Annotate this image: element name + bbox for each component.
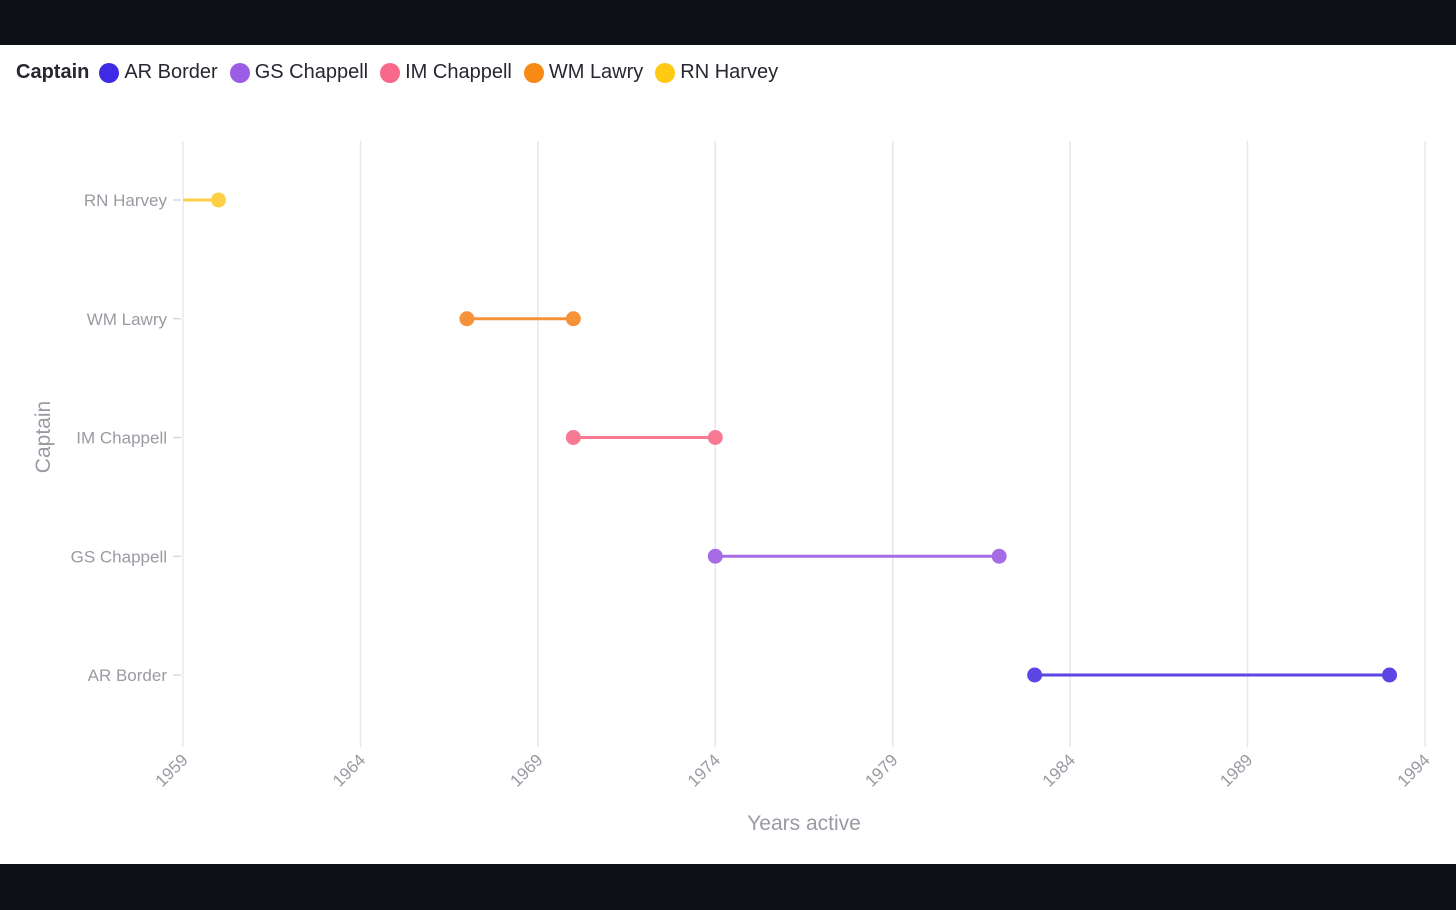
legend-item-im-chappell[interactable]: IM Chappell — [380, 61, 512, 84]
x-tick-label-1974: 1974 — [684, 750, 724, 790]
start-point-im-chappell[interactable] — [565, 430, 581, 445]
x-tick-label-1964: 1964 — [329, 750, 369, 790]
legend-title: Captain — [16, 61, 90, 83]
end-point-im-chappell[interactable] — [707, 430, 723, 445]
legend-item-rn-harvey[interactable]: RN Harvey — [655, 61, 778, 84]
y-tick-label-im-chappell: IM Chappell — [76, 429, 167, 448]
x-axis-title: Years active — [747, 812, 861, 835]
legend-label-gs-chappell: GS Chappell — [254, 61, 369, 83]
start-point-gs-chappell[interactable] — [707, 548, 723, 564]
legend-swatch-rn-harvey — [655, 62, 676, 83]
legend-item-wm-lawry[interactable]: WM Lawry — [523, 61, 644, 84]
y-axis: RN Harvey WM Lawry IM Chappell GS Chappell A… — [71, 191, 181, 685]
legend-label-rn-harvey: RN Harvey — [680, 61, 779, 83]
x-tick-label-1959: 1959 — [152, 750, 192, 790]
legend-label-wm-lawry: WM Lawry — [548, 61, 644, 83]
x-tick-label-1969: 1969 — [507, 750, 547, 790]
legend-swatch-gs-chappell — [229, 62, 250, 83]
x-tick-label-1994: 1994 — [1394, 750, 1434, 790]
legend-swatch-ar-border — [99, 62, 120, 83]
end-point-gs-chappell[interactable] — [991, 548, 1007, 564]
y-tick-label-rn-harvey: RN Harvey — [84, 191, 168, 210]
chart-frame: Captain AR Border GS Chappell IM Chappel… — [0, 45, 1456, 864]
start-point-wm-lawry[interactable] — [459, 311, 475, 327]
start-point-ar-border[interactable] — [1027, 667, 1043, 683]
x-tick-label-1979: 1979 — [861, 750, 901, 790]
legend-label-ar-border: AR Border — [124, 61, 218, 83]
marks-layer — [183, 192, 1398, 683]
y-tick-label-ar-border: AR Border — [88, 666, 168, 685]
end-point-ar-border[interactable] — [1382, 667, 1398, 683]
end-point-wm-lawry[interactable] — [565, 311, 581, 327]
legend-item-gs-chappell[interactable]: GS Chappell — [229, 61, 369, 84]
legend-swatch-im-chappell — [380, 62, 401, 83]
legend-label-im-chappell: IM Chappell — [405, 61, 512, 83]
legend: Captain AR Border GS Chappell IM Chappel… — [16, 61, 790, 84]
x-tick-label-1989: 1989 — [1216, 750, 1256, 790]
end-point-rn-harvey[interactable] — [210, 192, 226, 208]
legend-item-ar-border[interactable]: AR Border — [99, 61, 218, 84]
x-tick-label-1984: 1984 — [1039, 750, 1079, 790]
dumbbell-chart: RN Harvey WM Lawry IM Chappell GS Chappell A… — [32, 141, 1434, 835]
legend-swatch-wm-lawry — [523, 62, 544, 83]
y-tick-label-gs-chappell: GS Chappell — [71, 547, 167, 566]
y-axis-title: Captain — [32, 401, 55, 473]
y-tick-label-wm-lawry: WM Lawry — [87, 310, 168, 329]
x-axis: 1959 1964 1969 1974 1979 1984 1989 1994 — [152, 750, 1434, 790]
grid-layer — [182, 141, 1426, 747]
